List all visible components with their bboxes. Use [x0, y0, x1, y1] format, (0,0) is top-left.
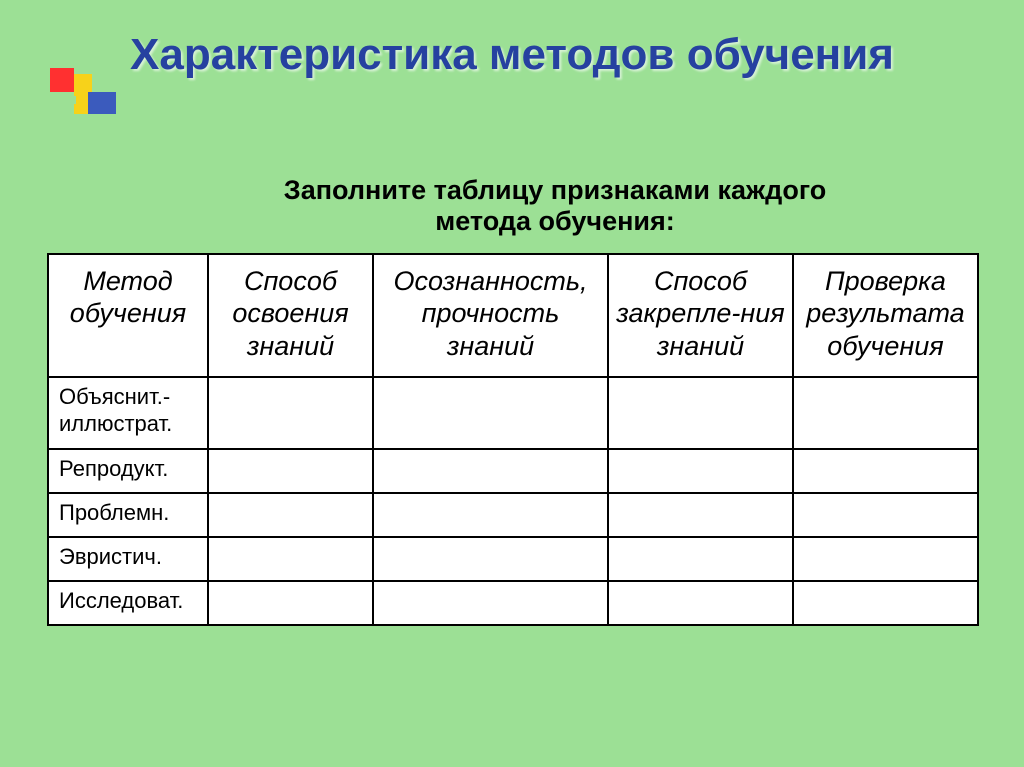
row-label: Проблемн.	[48, 493, 208, 537]
cell	[608, 537, 793, 581]
table-row: Объяснит.-иллюстрат.	[48, 377, 978, 449]
page-subtitle: Заполните таблицу признаками каждого мет…	[245, 175, 865, 237]
table-row: Проблемн.	[48, 493, 978, 537]
table-row: Репродукт.	[48, 449, 978, 493]
slide: Характеристика методов обучения Заполнит…	[0, 0, 1024, 767]
cell	[373, 581, 608, 625]
cell	[373, 537, 608, 581]
table-row: Исследоват.	[48, 581, 978, 625]
cell	[208, 449, 373, 493]
cell	[208, 493, 373, 537]
table-header-row: Метод обучения Способ освоения знаний Ос…	[48, 254, 978, 377]
cell	[608, 581, 793, 625]
cell	[793, 493, 978, 537]
cell	[373, 493, 608, 537]
row-label: Эвристич.	[48, 537, 208, 581]
cell	[208, 377, 373, 449]
col-acquire: Способ освоения знаний	[208, 254, 373, 377]
row-label: Объяснит.-иллюстрат.	[48, 377, 208, 449]
cell	[208, 537, 373, 581]
col-fix: Способ закрепле-ния знаний	[608, 254, 793, 377]
table-row: Эвристич.	[48, 537, 978, 581]
cell	[608, 377, 793, 449]
row-label: Репродукт.	[48, 449, 208, 493]
col-check: Проверка результата обучения	[793, 254, 978, 377]
cell	[373, 449, 608, 493]
cell	[793, 581, 978, 625]
cell	[793, 377, 978, 449]
cell	[793, 449, 978, 493]
cell	[208, 581, 373, 625]
cell	[793, 537, 978, 581]
cell	[608, 449, 793, 493]
logo-icon	[50, 68, 118, 138]
methods-table: Метод обучения Способ освоения знаний Ос…	[47, 253, 977, 626]
page-title: Характеристика методов обучения	[130, 30, 960, 81]
col-aware: Осознанность, прочность знаний	[373, 254, 608, 377]
cell	[373, 377, 608, 449]
cell	[608, 493, 793, 537]
row-label: Исследоват.	[48, 581, 208, 625]
col-method: Метод обучения	[48, 254, 208, 377]
